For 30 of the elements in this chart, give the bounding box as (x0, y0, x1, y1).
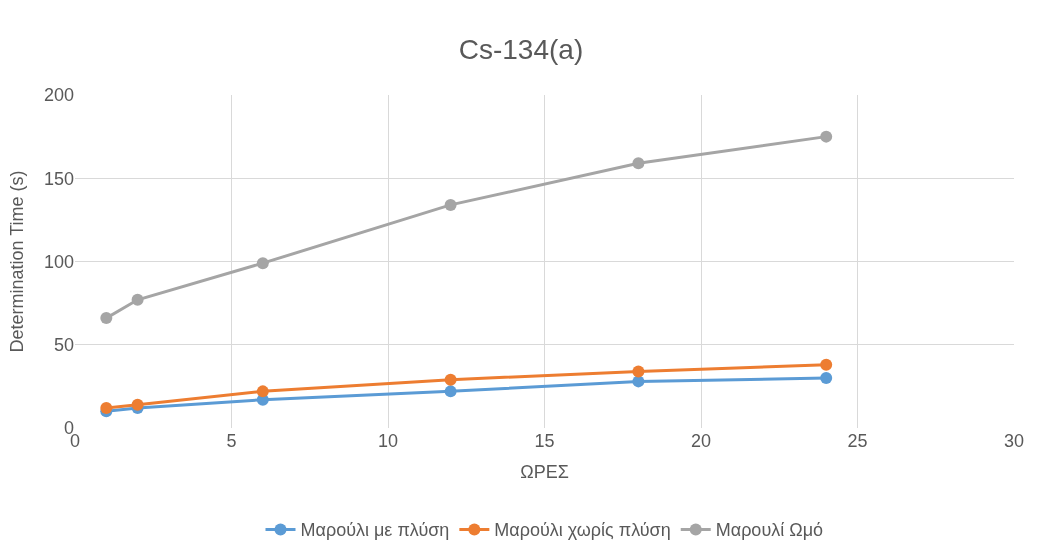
point (131, 293, 144, 306)
point (632, 157, 645, 170)
point (444, 373, 457, 386)
point (820, 372, 833, 385)
x-tick-label: 25 (847, 431, 868, 451)
x-tick-label: 20 (690, 431, 712, 451)
point (256, 257, 269, 270)
legend-label: Μαρουλί Ωμό (715, 520, 824, 541)
legend-label: Μαρούλι χωρίς πλύση (494, 520, 671, 541)
x-tick-label: 10 (377, 431, 399, 451)
point (820, 358, 833, 371)
y-tick-label: 50 (53, 335, 74, 356)
x-tick-label: 15 (534, 431, 555, 451)
chart-title: Cs-134(a) (458, 33, 584, 65)
point (256, 385, 269, 398)
x-tick-label: 5 (226, 431, 237, 451)
y-tick-label: 200 (43, 85, 74, 106)
x-axis-title: ΩΡΕΣ (520, 462, 569, 483)
point (444, 198, 457, 211)
point (820, 130, 833, 143)
point (632, 375, 645, 388)
point (632, 365, 645, 378)
y-tick-label: 100 (43, 251, 74, 272)
legend-label: Μαρούλι με πλύση (300, 520, 450, 541)
point (100, 312, 113, 325)
y-tick-label: 150 (43, 168, 74, 189)
point (444, 385, 457, 398)
y-axis-title: Determination Time (s) (7, 170, 28, 353)
point (131, 398, 144, 411)
x-tick-label: 30 (1003, 431, 1025, 451)
